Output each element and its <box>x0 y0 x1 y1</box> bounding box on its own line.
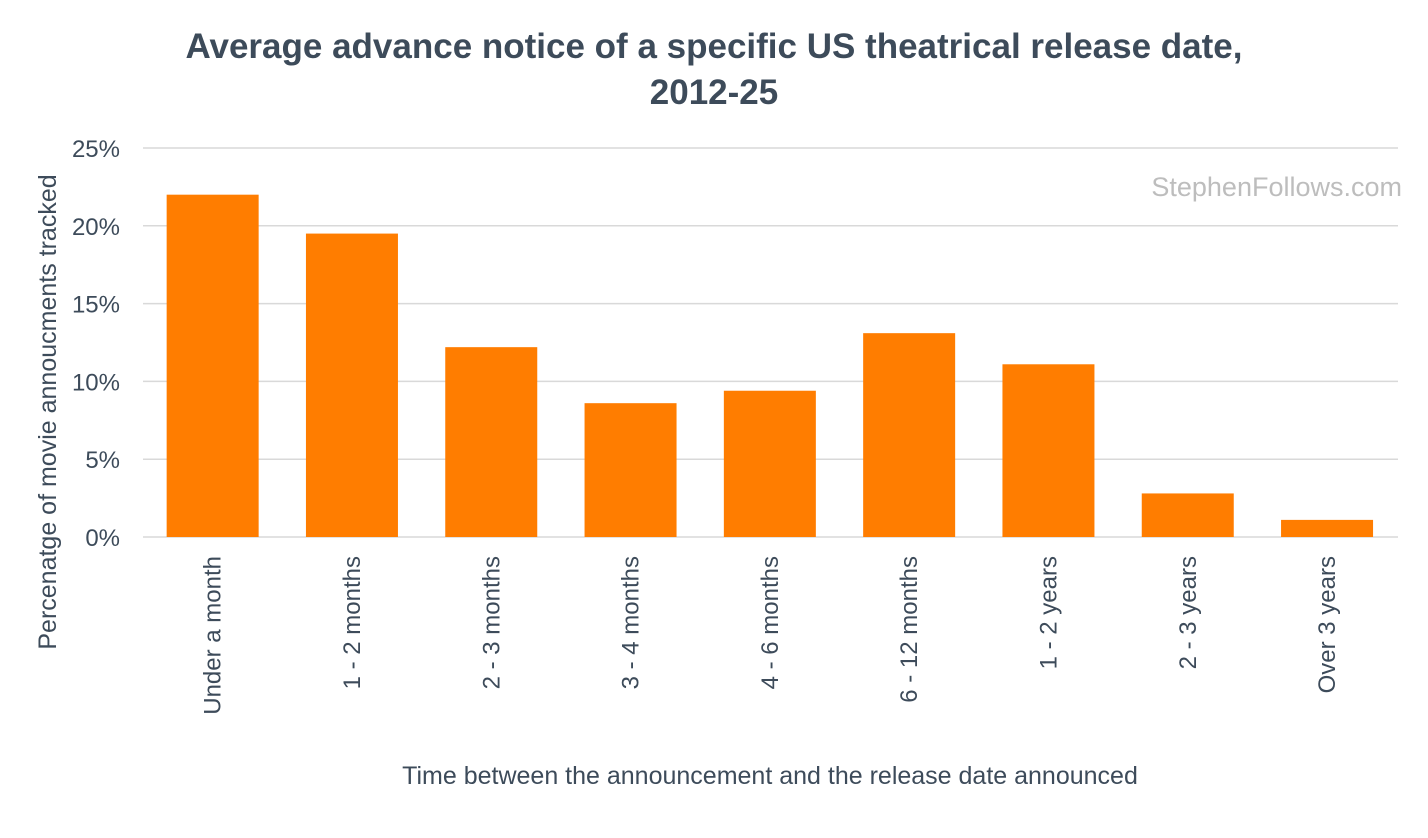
bar <box>1002 364 1095 537</box>
y-tick-label: 0% <box>85 525 120 552</box>
x-tick-label: Over 3 years <box>1314 556 1341 693</box>
x-tick-label: 1 - 2 years <box>1035 556 1062 669</box>
x-tick-label: 4 - 6 months <box>757 556 784 689</box>
bar <box>863 333 956 537</box>
bar <box>305 233 398 537</box>
y-tick-label: 20% <box>72 214 120 241</box>
y-axis-ticks: 0% 5% 10% 15% 20% 25% <box>72 136 120 552</box>
y-axis-label: Percenatge of movie annoucments tracked <box>34 174 62 649</box>
x-tick-label: Under a month <box>200 556 227 715</box>
watermark-text: StephenFollows.com <box>1151 172 1402 202</box>
x-axis-ticks: Under a month 1 - 2 months 2 - 3 months 3 -… <box>200 556 1341 715</box>
bar <box>166 194 259 537</box>
chart-title-line-1: Average advance notice of a specific US … <box>186 27 1243 66</box>
y-tick-label: 15% <box>72 292 120 319</box>
y-tick-label: 5% <box>85 447 120 474</box>
bar <box>584 403 677 537</box>
x-tick-label: 6 - 12 months <box>896 556 923 703</box>
x-tick-label: 2 - 3 years <box>1175 556 1202 669</box>
x-tick-label: 3 - 4 months <box>618 556 645 689</box>
bar <box>1141 493 1234 537</box>
y-tick-label: 10% <box>72 369 120 396</box>
x-tick-label: 1 - 2 months <box>339 556 366 689</box>
y-tick-label: 25% <box>72 136 120 163</box>
chart-title: Average advance notice of a specific US … <box>186 27 1243 112</box>
x-tick-label: 2 - 3 months <box>478 556 505 689</box>
x-axis-label: Time between the announcement and the re… <box>402 762 1138 790</box>
chart-title-line-2: 2012-25 <box>650 73 778 112</box>
bars <box>166 194 1374 537</box>
bar <box>723 390 816 537</box>
bar <box>445 347 538 537</box>
bar <box>1281 519 1374 537</box>
